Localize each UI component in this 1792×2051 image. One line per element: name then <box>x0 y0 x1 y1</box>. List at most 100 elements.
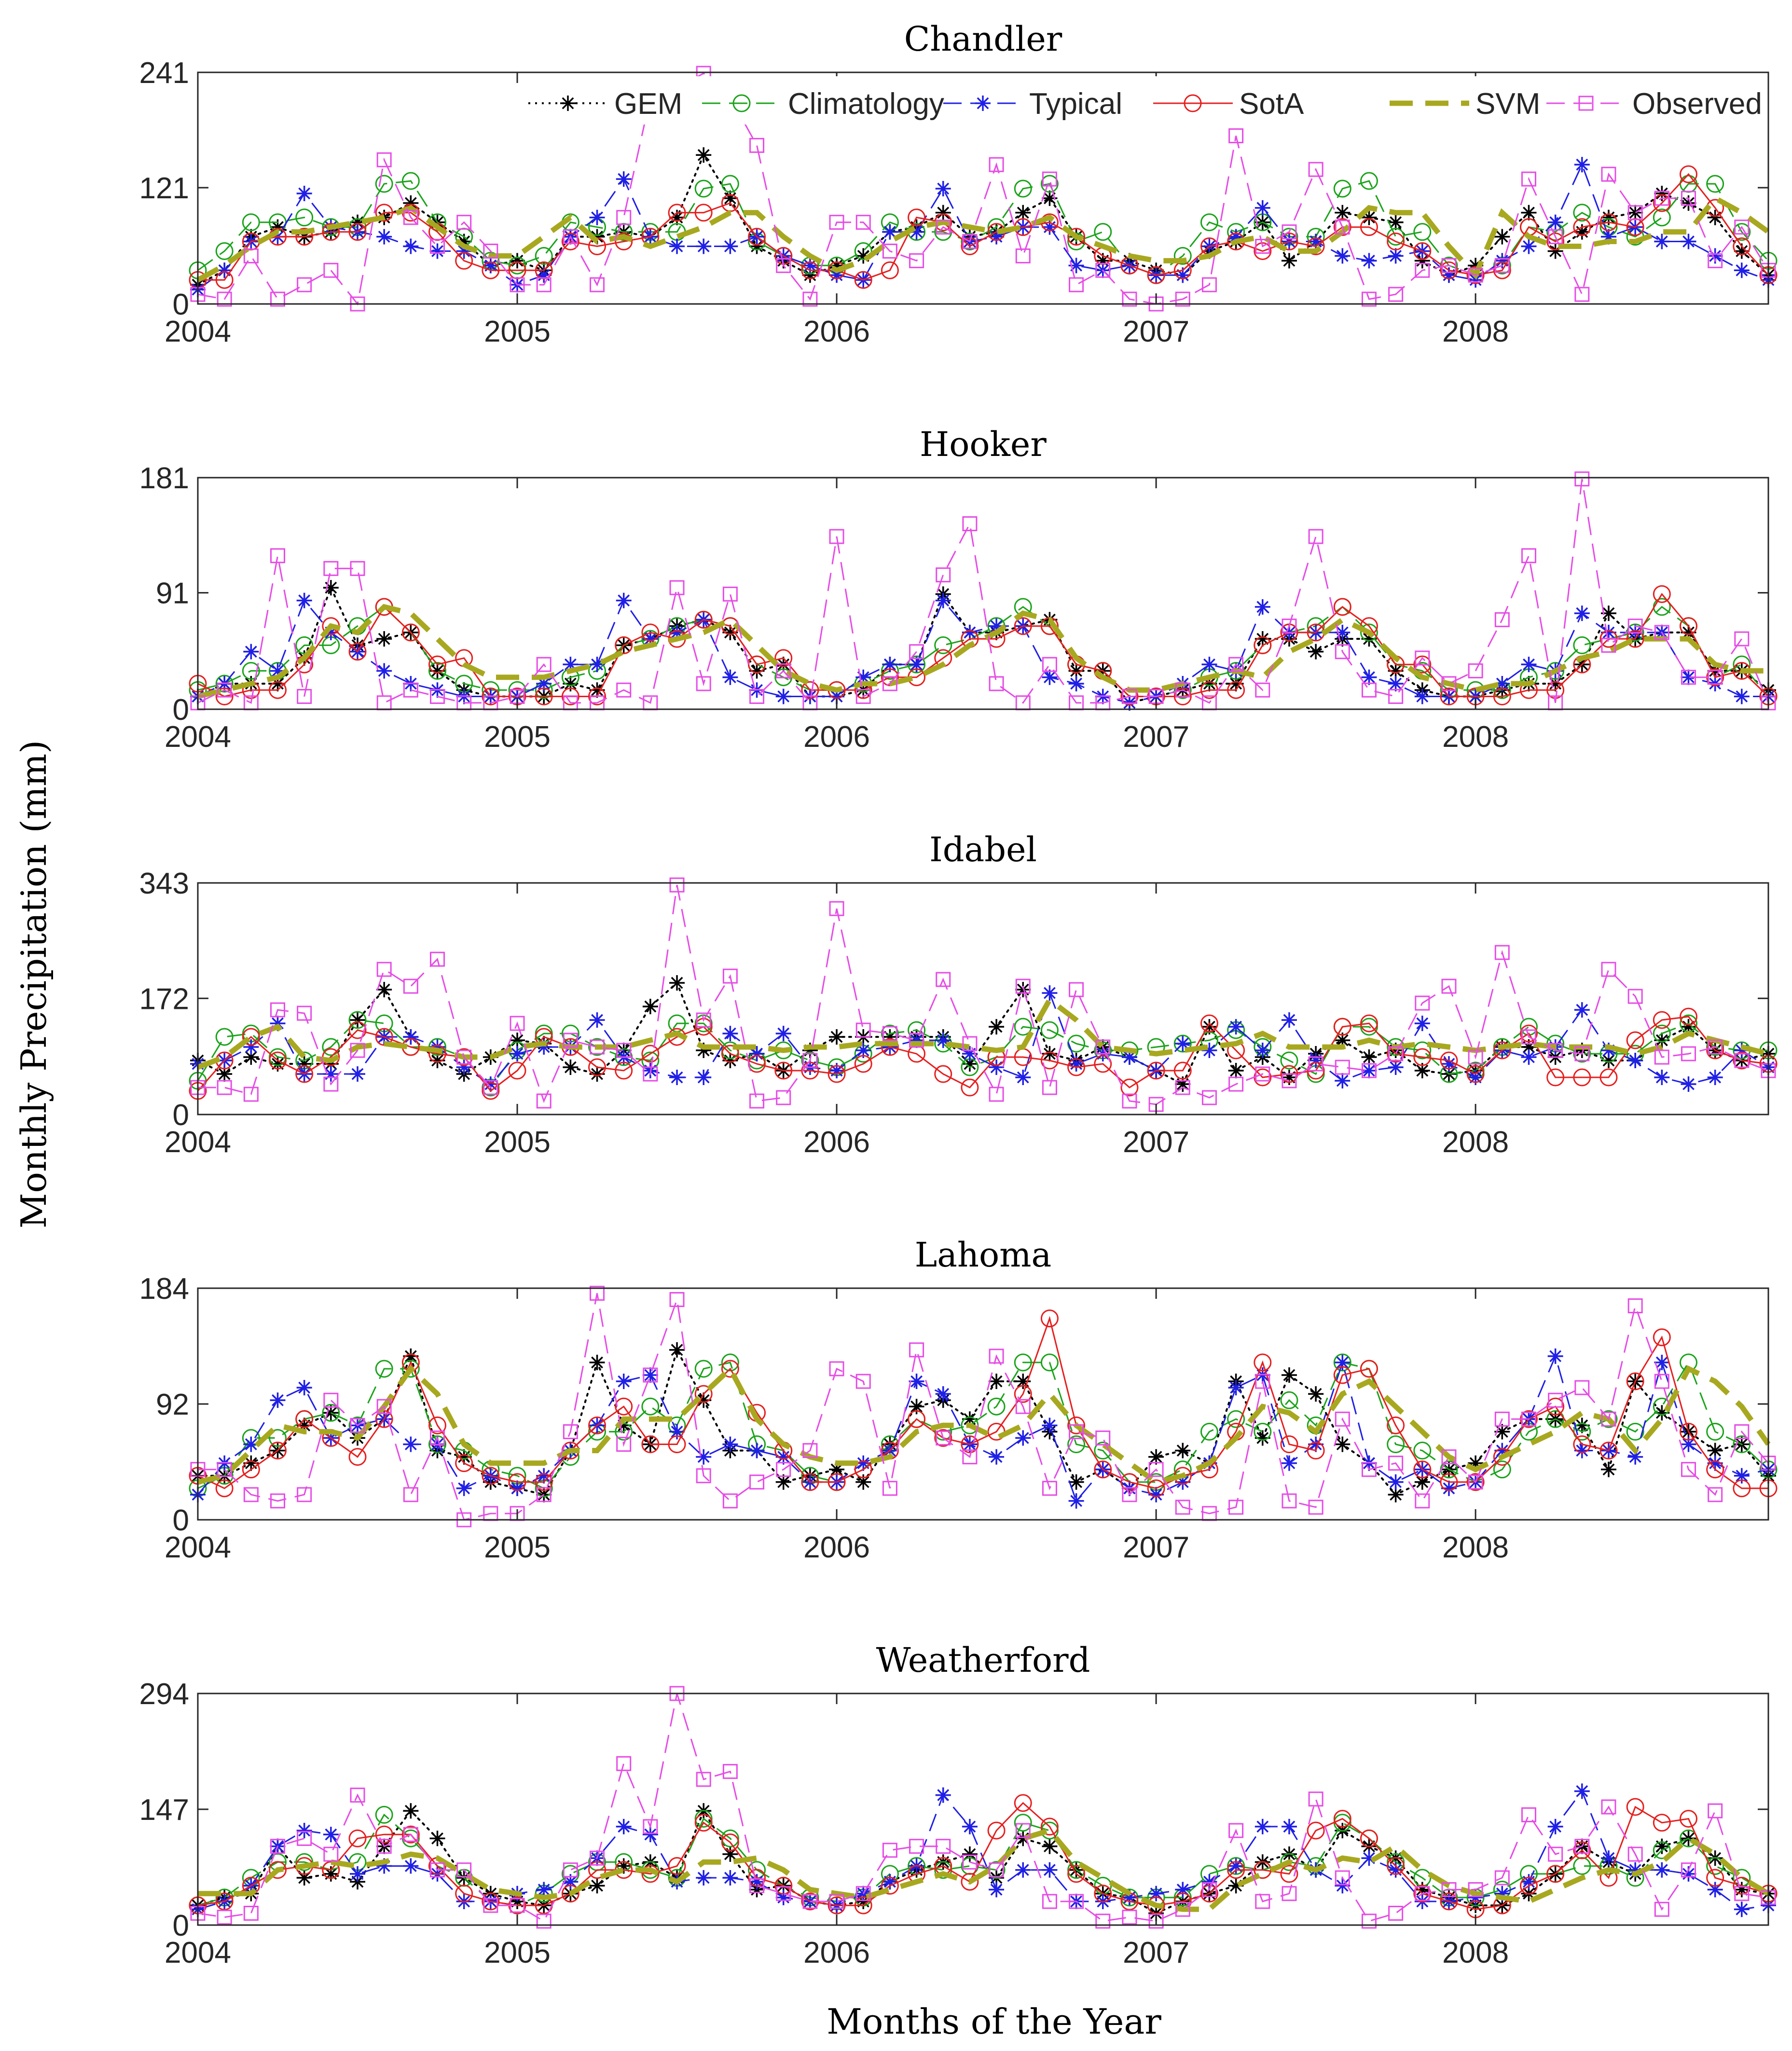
gem-point <box>1547 675 1563 691</box>
typical-point <box>1308 234 1324 249</box>
sota-point <box>1413 1885 1432 1903</box>
observed-point <box>962 1449 978 1465</box>
sota-point <box>455 251 473 270</box>
gem-point <box>1414 1882 1430 1898</box>
typical-point <box>1042 985 1058 1001</box>
observed-point <box>403 1827 418 1842</box>
typical-point <box>217 262 233 278</box>
climatology-point <box>1653 208 1671 227</box>
svm-line <box>197 604 1768 699</box>
gem-point <box>989 1374 1005 1390</box>
observed-point <box>1095 1913 1111 1929</box>
sota-point <box>1280 1435 1298 1453</box>
typical-point <box>1335 624 1351 640</box>
observed-point <box>1388 1456 1404 1471</box>
legend-label: Climatology <box>788 87 944 121</box>
observed-point <box>217 1462 232 1477</box>
observed-point <box>243 248 259 263</box>
typical-point <box>1015 1430 1031 1446</box>
observed-point <box>1308 1791 1323 1807</box>
observed-point <box>536 1093 551 1109</box>
typical-point <box>1148 1886 1164 1901</box>
sota-point <box>455 1885 473 1903</box>
observed-point <box>376 962 392 977</box>
observed-point <box>430 238 445 254</box>
climatology-point <box>1280 1051 1298 1070</box>
observed-point <box>350 561 365 576</box>
gem-point <box>616 1858 632 1874</box>
typical-point <box>243 644 259 660</box>
observed-point <box>1361 291 1377 307</box>
observed-point <box>643 1367 658 1383</box>
sota-point <box>881 1876 899 1895</box>
gem-point <box>935 205 951 220</box>
observed-point <box>403 682 418 698</box>
gem-point <box>1068 663 1084 679</box>
typical-point <box>1707 1070 1723 1086</box>
observed-point <box>1308 1500 1323 1515</box>
observed-point <box>1282 1886 1297 1901</box>
observed-point <box>1708 253 1723 268</box>
climatology-point <box>215 674 234 693</box>
series-svm <box>197 604 1768 699</box>
sota-point <box>641 623 660 642</box>
typical-point <box>1042 1862 1058 1878</box>
observed-point <box>376 152 392 167</box>
sota-point <box>482 1467 500 1485</box>
observed-point <box>270 548 286 564</box>
observed-point <box>1042 1080 1057 1095</box>
typical-point <box>1681 669 1696 685</box>
gem-point <box>1042 190 1058 206</box>
sota-point <box>668 1857 686 1875</box>
sota-point <box>269 1442 287 1460</box>
typical-point <box>1654 1862 1670 1878</box>
sota-point <box>1413 1460 1432 1479</box>
gem-point <box>802 1043 818 1059</box>
observed-point <box>1015 1399 1031 1414</box>
observed-point <box>1335 1870 1350 1886</box>
gem-point <box>1654 1405 1670 1421</box>
gem-point <box>962 1411 978 1427</box>
observed-point <box>882 1026 897 1041</box>
observed-point <box>1627 205 1643 220</box>
observed-point <box>1175 1080 1190 1095</box>
climatology-point <box>934 636 952 654</box>
sota-point <box>774 649 793 667</box>
sota-point <box>801 1061 819 1080</box>
sota-point <box>1599 1442 1618 1460</box>
typical-point <box>1175 1882 1191 1898</box>
observed-point <box>1175 682 1190 698</box>
observed-point <box>1601 1411 1616 1427</box>
observed-point <box>776 1462 791 1477</box>
sota-point <box>801 261 819 279</box>
observed-point <box>563 1032 578 1048</box>
typical-point <box>989 618 1005 634</box>
typical-point <box>536 675 552 691</box>
observed-point <box>669 580 685 595</box>
climatology-point <box>1387 1435 1405 1453</box>
observed-point <box>1228 1500 1244 1515</box>
gem-point <box>1414 1063 1430 1079</box>
observed-point <box>1335 220 1350 235</box>
x-tick-label: 2008 <box>1442 720 1509 754</box>
sota-point <box>1360 1829 1378 1847</box>
climatology-point <box>1200 1422 1218 1441</box>
typical-point <box>323 1066 339 1082</box>
gem-point <box>669 975 685 991</box>
observed-point <box>323 1076 339 1092</box>
sota-point <box>455 1454 473 1473</box>
typical-point <box>1547 214 1563 230</box>
observed-point <box>1015 248 1031 263</box>
gem-point <box>589 229 605 245</box>
x-tick-label: 2004 <box>165 315 231 348</box>
typical-point <box>696 238 712 254</box>
sota-point <box>961 1872 979 1891</box>
sota-point <box>1626 1798 1644 1816</box>
gem-point <box>323 580 339 596</box>
typical-point <box>403 1858 419 1874</box>
typical-point <box>882 224 898 240</box>
typical-point <box>1281 1455 1297 1471</box>
gem-point <box>1361 631 1377 647</box>
typical-point <box>935 1386 951 1402</box>
observed-point <box>669 1292 685 1307</box>
